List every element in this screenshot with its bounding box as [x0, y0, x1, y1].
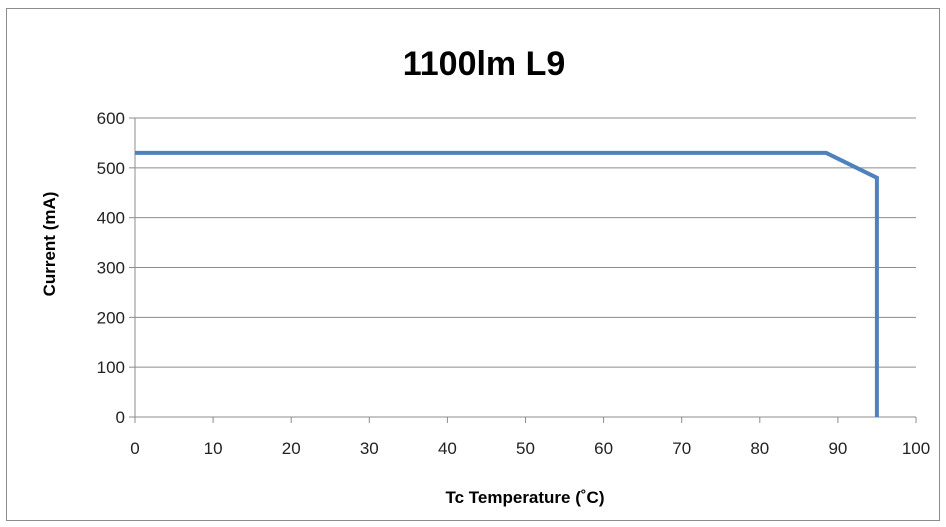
- y-tick-label: 200: [97, 308, 125, 327]
- x-tick-label: 0: [130, 439, 139, 458]
- x-tick-labels: 0 10 20 30 40 50 60 70 80 90 100: [130, 439, 930, 458]
- x-axis-label: Tc Temperature (˚C): [445, 488, 604, 507]
- x-tick-label: 100: [902, 439, 930, 458]
- chart-frame: [6, 8, 940, 521]
- y-tick-label: 600: [97, 109, 125, 128]
- chart-title: 1100lm L9: [403, 45, 566, 83]
- y-tick-label: 300: [97, 259, 125, 278]
- x-tick-label: 80: [750, 439, 769, 458]
- x-tick-label: 90: [828, 439, 847, 458]
- plot-series: [135, 150, 879, 417]
- gridlines: [135, 117, 916, 418]
- series-line-0: [135, 150, 879, 417]
- x-tick-label: 20: [282, 439, 301, 458]
- y-tick-label: 0: [116, 408, 125, 427]
- y-tick-labels: 0 100 200 300 400 500 600: [97, 109, 125, 427]
- axes: [129, 117, 917, 423]
- x-tick-label: 30: [360, 439, 379, 458]
- y-axis-label: Current (mA): [40, 192, 59, 297]
- x-tick-label: 70: [672, 439, 691, 458]
- x-tick-label: 60: [594, 439, 613, 458]
- y-tick-label: 400: [97, 209, 125, 228]
- y-tick-label: 500: [97, 159, 125, 178]
- x-tick-label: 10: [204, 439, 223, 458]
- x-tick-label: 40: [438, 439, 457, 458]
- y-tick-label: 100: [97, 358, 125, 377]
- x-tick-label: 50: [516, 439, 535, 458]
